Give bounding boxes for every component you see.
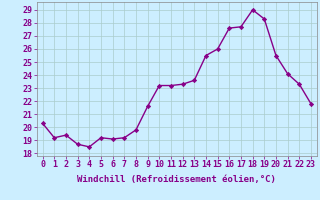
X-axis label: Windchill (Refroidissement éolien,°C): Windchill (Refroidissement éolien,°C)	[77, 175, 276, 184]
